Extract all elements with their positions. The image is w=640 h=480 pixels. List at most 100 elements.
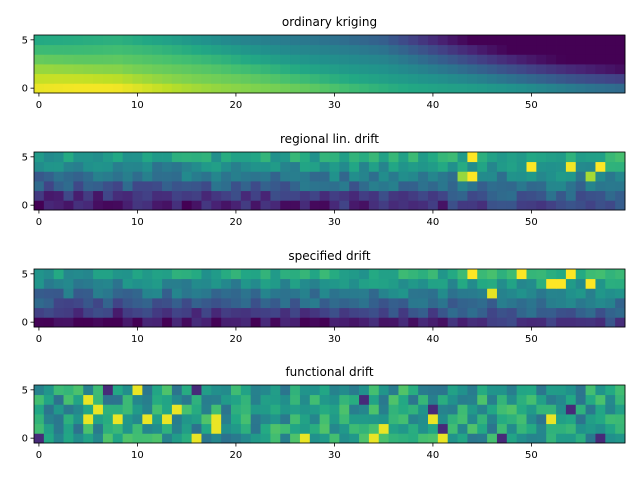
heatmap-cell [240, 200, 252, 211]
heatmap-cell [152, 414, 163, 425]
heatmap-cell [349, 288, 360, 299]
heatmap-cell [575, 73, 586, 84]
heatmap-cell [73, 288, 84, 299]
heatmap-cell [191, 83, 202, 94]
heatmap-cell [290, 385, 301, 396]
heatmap-cell [408, 64, 419, 75]
heatmap-cell [240, 288, 252, 299]
heatmap-cell [398, 54, 409, 65]
heatmap-cell [53, 433, 64, 444]
heatmap-cell [487, 269, 498, 280]
heatmap-cell [368, 171, 380, 182]
heatmap-cell [437, 433, 449, 444]
heatmap-cell [34, 307, 45, 318]
heatmap-cell [428, 404, 439, 415]
heatmap-cell [240, 181, 252, 192]
heatmap-cell [575, 307, 586, 318]
x-tick-label: 30 [328, 450, 341, 461]
heatmap-cell [102, 64, 114, 75]
heatmap-cell [398, 278, 409, 289]
heatmap-cell [73, 404, 84, 415]
heatmap-cell [605, 200, 616, 211]
heatmap-cell [575, 152, 586, 163]
heatmap-cell [112, 307, 124, 318]
heatmap-cell [319, 423, 330, 434]
heatmap-cell [565, 54, 577, 65]
heatmap-cell [408, 278, 419, 289]
heatmap-cell [457, 404, 468, 415]
heatmap-cell [142, 269, 153, 280]
heatmap-cell [516, 54, 527, 65]
heatmap-cell [221, 54, 232, 65]
heatmap-cell [467, 161, 478, 172]
heatmap-cell [181, 288, 192, 299]
heatmap-cell [132, 73, 143, 84]
heatmap-cell [221, 152, 232, 163]
heatmap-cell [437, 161, 449, 172]
heatmap-cell [615, 404, 626, 415]
heatmap-cell [63, 269, 74, 280]
heatmap-cell [112, 298, 124, 309]
heatmap-cell [181, 404, 192, 415]
heatmap-cell [260, 433, 271, 444]
heatmap-cell [181, 307, 192, 318]
heatmap-cell [506, 73, 518, 84]
heatmap-cell [349, 35, 360, 46]
heatmap-cell [595, 433, 606, 444]
heatmap-cell [388, 288, 399, 299]
heatmap-cell [418, 200, 429, 211]
heatmap-cell [546, 317, 557, 328]
heatmap-cell [280, 161, 291, 172]
heatmap-cell [329, 171, 340, 182]
heatmap-cell [546, 161, 557, 172]
heatmap-cell [240, 83, 252, 94]
heatmap-cell [388, 298, 399, 309]
heatmap-cell [437, 152, 449, 163]
heatmap-cell [615, 171, 626, 182]
heatmap-cell [368, 414, 380, 425]
heatmap-cell [93, 83, 104, 94]
heatmap-cell [93, 152, 104, 163]
heatmap-cell [181, 394, 192, 405]
heatmap-cell [142, 433, 153, 444]
heatmap-cell [93, 269, 104, 280]
heatmap-cell [250, 171, 261, 182]
heatmap-cell [270, 307, 281, 318]
heatmap-cell [191, 269, 202, 280]
heatmap-cell [152, 423, 163, 434]
heatmap-cell [162, 298, 173, 309]
heatmap-cell [437, 404, 449, 415]
heatmap-cell [585, 385, 596, 396]
heatmap-cell [299, 404, 311, 415]
heatmap-cell [329, 181, 340, 192]
heatmap-cell [93, 433, 104, 444]
heatmap-cell [181, 433, 192, 444]
heatmap-cell [231, 181, 242, 192]
heatmap-cell [506, 161, 518, 172]
heatmap-cell [536, 54, 547, 65]
heatmap-cell [516, 171, 527, 182]
heatmap-cell [418, 181, 429, 192]
heatmap-cell [457, 200, 468, 211]
heatmap-cell [378, 317, 389, 328]
heatmap-cell [299, 54, 311, 65]
heatmap-cell [575, 385, 586, 396]
heatmap-cell [565, 317, 577, 328]
heatmap-cell [83, 83, 94, 94]
heatmap-cell [585, 298, 596, 309]
heatmap-cell [63, 278, 74, 289]
heatmap-cell [457, 414, 468, 425]
heatmap-cell [408, 385, 419, 396]
heatmap-cell [83, 73, 94, 84]
heatmap-cell [240, 44, 252, 55]
heatmap-cell [270, 394, 281, 405]
heatmap-cell [359, 181, 370, 192]
heatmap-cell [487, 278, 498, 289]
heatmap-cell [63, 317, 74, 328]
heatmap-cell [93, 414, 104, 425]
heatmap-cell [53, 64, 64, 75]
heatmap-cell [575, 414, 586, 425]
heatmap-cell [319, 200, 330, 211]
heatmap-cell [191, 73, 202, 84]
heatmap-cell [477, 190, 488, 201]
